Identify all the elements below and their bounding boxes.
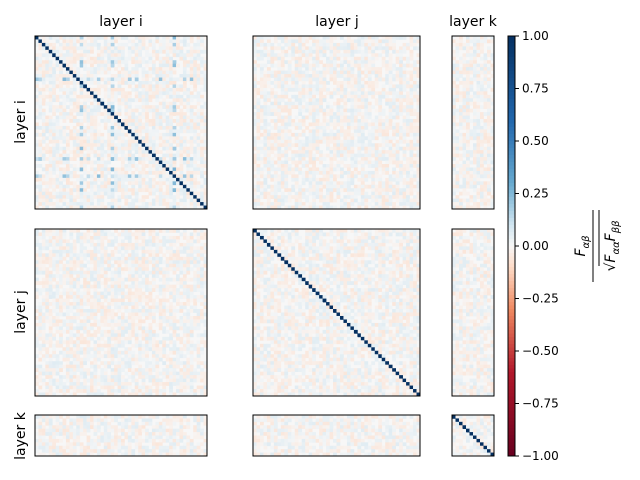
colorbar-tick-label: −1.00 [522,449,559,463]
colorbar-tick-label: 0.00 [522,239,549,253]
col-title-layer-k: layer k [449,14,498,30]
panel-0-0 [34,35,208,210]
panel-0-1 [252,35,421,210]
colorbar-tick-label: 0.25 [522,187,549,201]
colorbar-tick-label: 0.75 [522,82,549,96]
row-title-layer-j: layer j [13,290,29,333]
colorbar-label: Fαβ √FααFββ [573,210,622,282]
row-title-layer-i: layer i [13,100,29,143]
panel-1-0 [34,228,208,397]
colorbar: 1.00 0.75 0.50 0.25 0.00 −0.25 −0.50 −0.75 −1.00 [507,29,559,463]
panel-1-1 [252,228,421,397]
col-title-layer-j: layer j [315,14,358,30]
colorbar-tick-label: −0.25 [522,292,559,306]
panel-0-2 [451,35,495,210]
panel-titles: layer i layer j layer k layer i layer j … [13,14,498,460]
colorbar-tick-label: 1.00 [522,29,549,43]
heatmap-panels [34,35,495,457]
panel-2-0 [34,414,208,457]
row-title-layer-k: layer k [13,411,29,460]
panel-2-1 [252,414,421,457]
colorbar-tick-label: −0.50 [522,344,559,358]
colorbar-tick-label: −0.75 [522,397,559,411]
panel-1-2 [451,228,495,397]
colorbar-tick-label: 0.50 [522,134,549,148]
panel-2-2 [451,414,495,457]
col-title-layer-i: layer i [99,14,142,30]
